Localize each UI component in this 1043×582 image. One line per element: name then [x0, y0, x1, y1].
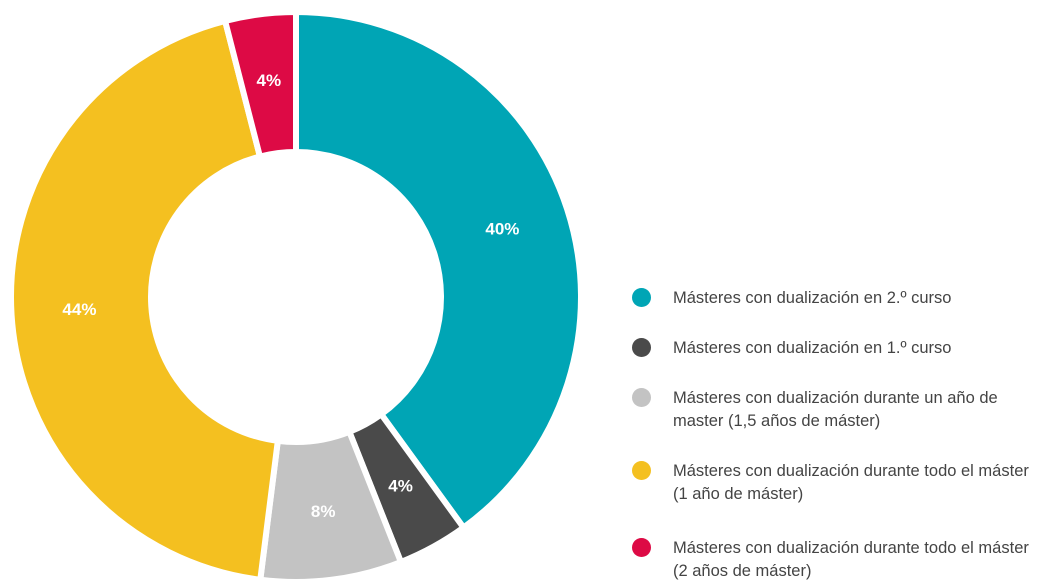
legend-swatch	[632, 288, 651, 307]
donut-segment	[221, 8, 299, 161]
donut-segment	[293, 8, 584, 532]
legend-item: Másteres con dualización en 1.º curso	[632, 337, 1032, 360]
value-label: 8%	[311, 502, 336, 521]
legend-swatch	[632, 538, 651, 557]
legend-label: Másteres con dualización durante todo el…	[673, 539, 1029, 580]
legend-label: Másteres con dualización en 2.º curso	[673, 289, 952, 307]
legend-swatch	[632, 338, 651, 357]
legend-label: Másteres con dualización en 1.º curso	[673, 339, 952, 357]
legend-item: Másteres con dualización en 2.º curso	[632, 287, 1032, 310]
value-label: 40%	[485, 219, 519, 238]
legend-swatch	[632, 461, 651, 480]
legend-swatch	[632, 388, 651, 407]
legend-item: Másteres con dualización durante todo el…	[632, 537, 1032, 582]
value-label: 44%	[62, 300, 96, 319]
legend-item: Másteres con dualización durante un año …	[632, 387, 1032, 433]
value-label: 4%	[257, 71, 282, 90]
value-label: 4%	[388, 477, 413, 496]
donut-segment	[8, 17, 282, 582]
legend-item: Másteres con dualización durante todo el…	[632, 460, 1032, 506]
legend-label: Másteres con dualización durante todo el…	[673, 462, 1029, 503]
legend-label: Másteres con dualización durante un año …	[673, 389, 998, 430]
